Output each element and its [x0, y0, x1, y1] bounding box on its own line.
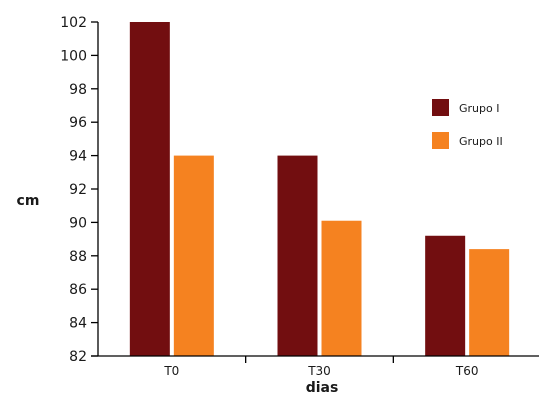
axes-layer: 82 84 86 88 90 92 94 96 98 100 102 T0 T30 T60	[60, 15, 539, 378]
y-tick-label: 98	[69, 82, 87, 98]
legend-label: Grupo I	[459, 102, 499, 115]
y-tick-label: 102	[60, 15, 87, 31]
bar-t60-series-1	[425, 235, 466, 356]
y-tick-label: 92	[69, 182, 87, 198]
legend-swatch	[432, 99, 449, 116]
bar-t60-series-2	[469, 249, 510, 356]
x-axis-title: dias	[306, 380, 339, 396]
legend-label: Grupo II	[459, 135, 503, 148]
y-axis-title: cm	[17, 193, 40, 209]
bar-t30-series-1	[277, 155, 318, 356]
y-tick-label: 90	[69, 215, 87, 231]
x-tick-label: T30	[307, 364, 331, 378]
y-tick-label: 84	[69, 316, 87, 332]
legend-swatch	[432, 132, 449, 149]
bar-t0-series-1	[129, 22, 170, 356]
bar-t30-series-2	[321, 220, 362, 356]
bar-t0-series-2	[173, 155, 214, 356]
x-tick-label: T60	[455, 364, 479, 378]
y-tick-label: 96	[69, 115, 87, 131]
y-tick-label: 86	[69, 282, 87, 298]
y-tick-label: 82	[69, 349, 87, 365]
y-tick-label: 100	[60, 48, 87, 64]
y-tick-label: 88	[69, 249, 87, 265]
legend: Grupo I Grupo II	[432, 99, 503, 149]
bars-layer	[129, 22, 510, 356]
x-tick-label: T0	[163, 364, 179, 378]
y-tick-label: 94	[69, 149, 87, 165]
